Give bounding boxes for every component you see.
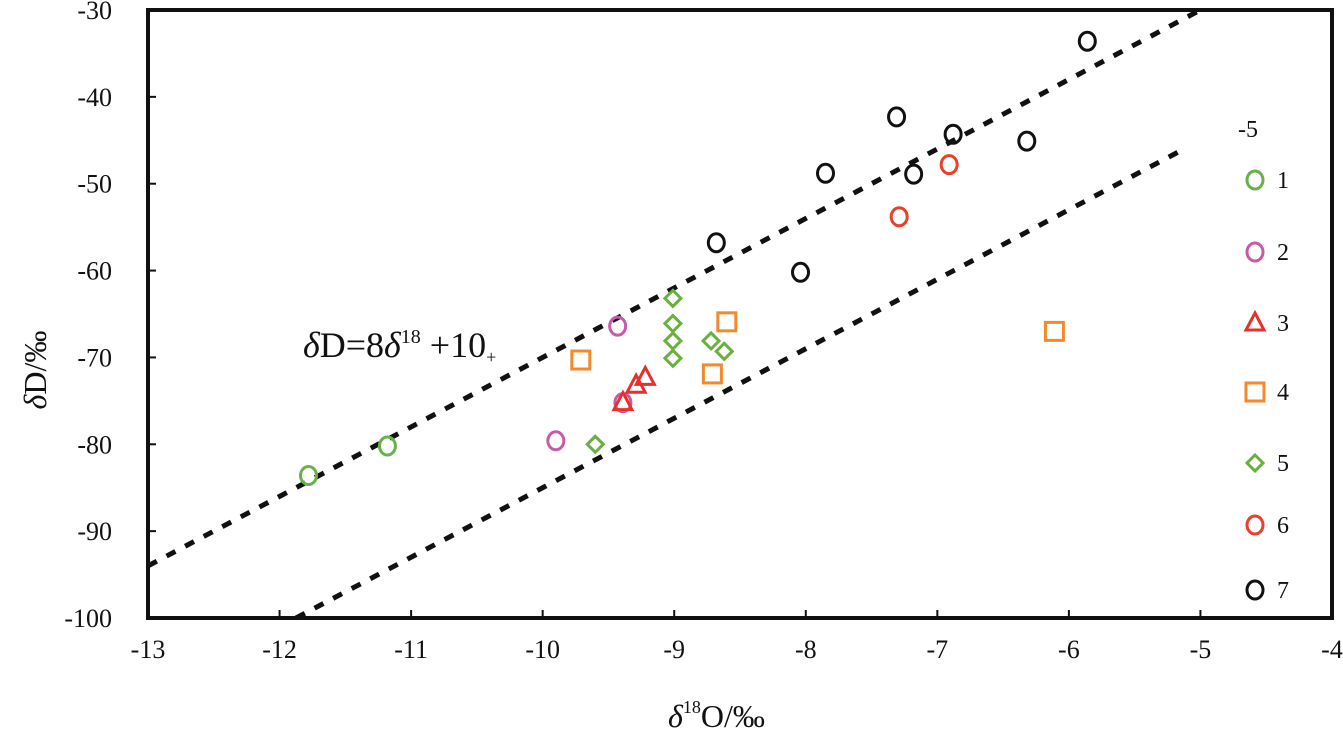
- x-tick-label: -10: [525, 635, 560, 664]
- data-point-series-5: [662, 313, 684, 334]
- x-tick-label: -8: [795, 635, 817, 664]
- legend-label-5: 5: [1277, 451, 1289, 477]
- data-point-series-4: [1043, 320, 1065, 342]
- x-axis-title: δ18O/‰: [668, 697, 765, 734]
- data-point-series-2: [608, 315, 628, 337]
- legend-marker-3: [1243, 309, 1267, 332]
- data-point-series-5: [662, 330, 684, 352]
- x-tick-label: -6: [1058, 635, 1080, 664]
- y-tick-label: -80: [77, 430, 112, 459]
- reference-line-lower: [294, 146, 1186, 621]
- equation-label: δD=8δ18 +10+: [303, 325, 496, 367]
- data-point-series-7: [791, 261, 811, 283]
- legend-label-3: 3: [1277, 311, 1289, 337]
- data-point-series-3: [633, 364, 657, 386]
- x-tick-label: -12: [262, 635, 297, 664]
- y-tick-label: -40: [77, 83, 112, 112]
- y-tick-label: -70: [77, 343, 112, 372]
- reference-line-GMWL: [146, 7, 1202, 569]
- y-tick-label: -30: [77, 0, 112, 25]
- data-point-series-4: [716, 311, 738, 333]
- y-axis-title: δD/‰: [17, 331, 53, 410]
- x-tick-label: -13: [131, 635, 166, 664]
- data-point-series-3: [611, 389, 635, 412]
- lower-line-label: -5: [1238, 117, 1258, 143]
- data-point-series-5: [662, 348, 684, 369]
- legend-label-1: 1: [1277, 168, 1289, 194]
- data-point-series-7: [816, 162, 836, 184]
- legend-label-2: 2: [1277, 240, 1289, 266]
- data-points: [298, 30, 1097, 487]
- legend-marker-4: [1244, 381, 1266, 403]
- data-point-series-7: [706, 232, 726, 254]
- data-point-series-4: [570, 349, 592, 371]
- plot-frame: [146, 8, 1334, 620]
- data-point-series-7: [1017, 130, 1037, 152]
- legend-marker-7: [1245, 579, 1265, 601]
- legend-marker-5: [1244, 452, 1266, 474]
- axis-ticks: -13 -12 -11 -10 -9 -8 -7 -6 -5 -4 -30 -40 -50 -60 -70 -…: [64, 0, 1343, 664]
- y-tick-label: -50: [77, 170, 112, 199]
- legend-label-7: 7: [1277, 578, 1289, 604]
- legend-marker-6: [1245, 514, 1265, 536]
- data-point-series-5: [714, 341, 735, 362]
- legend-label-6: 6: [1277, 513, 1289, 539]
- data-point-series-7: [904, 163, 924, 185]
- data-point-series-2: [546, 430, 566, 452]
- legend: 1 2 3 4 5 6 7: [1243, 168, 1289, 604]
- data-point-series-4: [701, 363, 723, 385]
- data-point-series-1: [298, 465, 318, 487]
- data-point-series-1: [377, 435, 397, 457]
- y-tick-label: -90: [77, 517, 112, 546]
- x-tick-label: -9: [663, 635, 685, 664]
- x-tick-label: -11: [394, 635, 428, 664]
- legend-marker-1: [1245, 169, 1265, 191]
- data-point-series-5: [585, 434, 606, 455]
- y-tick-label: -100: [64, 604, 112, 633]
- x-tick-label: -4: [1321, 635, 1343, 664]
- data-point-series-5: [700, 330, 722, 352]
- data-point-series-7: [1077, 30, 1097, 52]
- x-tick-label: -5: [1190, 635, 1212, 664]
- y-tick-label: -60: [77, 257, 112, 286]
- data-point-series-5: [662, 288, 684, 309]
- data-point-series-7: [887, 106, 907, 128]
- data-point-series-6: [939, 154, 959, 176]
- legend-marker-2: [1245, 241, 1265, 263]
- x-tick-label: -7: [926, 635, 948, 664]
- legend-label-4: 4: [1277, 380, 1289, 406]
- data-point-series-6: [889, 206, 909, 228]
- reference-lines: [146, 7, 1202, 621]
- data-point-series-7: [943, 123, 963, 145]
